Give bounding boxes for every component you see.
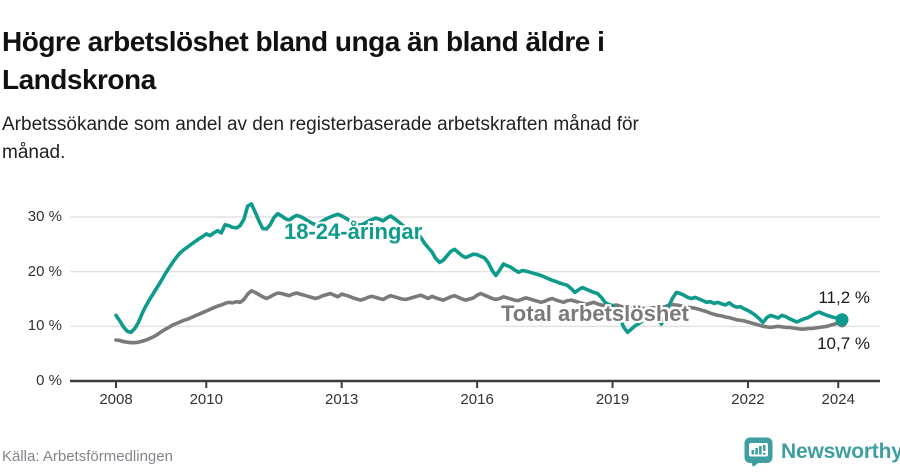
page-title: Högre arbetslöshet bland unga än bland ä… xyxy=(2,25,605,95)
y-tick-label: 20 % xyxy=(27,262,62,280)
end-value-label-youth: 11,2 % xyxy=(818,288,870,307)
youth-series-line xyxy=(114,202,844,335)
x-tick-label: 2016 xyxy=(460,391,494,408)
page-subtitle: Arbetssökande som andel av den registerb… xyxy=(2,114,639,163)
y-tick-label: 10 % xyxy=(27,317,62,335)
total-series-line xyxy=(114,289,844,345)
end-value-label-total: 10,7 % xyxy=(817,334,870,353)
newsworthy-speech-bubble-chart-icon xyxy=(744,437,773,467)
newsworthy-logo[interactable]: Newsworthy xyxy=(744,437,900,467)
y-tick-label: 30 % xyxy=(27,208,62,225)
x-tick-label: 2013 xyxy=(325,391,359,408)
newsworthy-wordmark: Newsworthy xyxy=(781,440,900,463)
series-label-total: Total arbetslöshet xyxy=(501,301,689,326)
series-end-dot xyxy=(835,313,849,327)
series-label-youth: 18-24-åringar xyxy=(284,219,423,244)
source-note: Källa: Arbetsförmedlingen xyxy=(2,448,173,465)
x-tick-label: 2022 xyxy=(731,391,765,408)
y-tick-label: 0 % xyxy=(36,372,62,389)
x-tick-label: 2010 xyxy=(189,391,223,408)
x-tick-label: 2008 xyxy=(99,391,133,408)
x-tick-label: 2024 xyxy=(821,391,855,408)
x-tick-label: 2019 xyxy=(595,391,630,408)
